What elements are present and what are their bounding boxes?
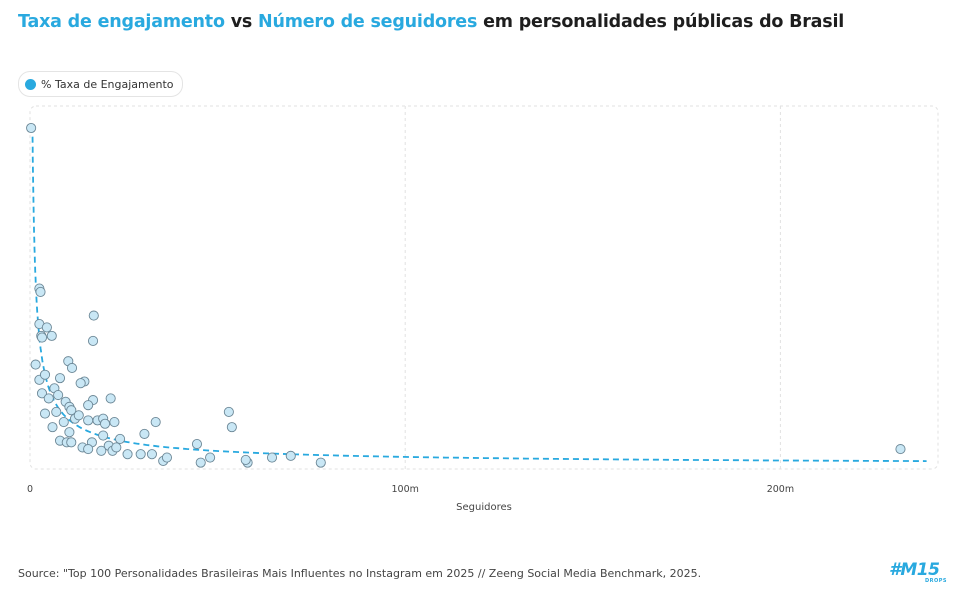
data-point[interactable] [54, 373, 66, 384]
data-point[interactable] [43, 393, 54, 404]
data-point[interactable] [223, 406, 234, 417]
data-point[interactable] [39, 408, 51, 419]
data-point[interactable] [285, 450, 296, 461]
title-engagement: Taxa de engajamento [18, 12, 225, 32]
data-point[interactable] [36, 388, 48, 399]
x-axis-label: Seguidores [456, 502, 512, 513]
data-point[interactable] [30, 359, 41, 370]
title-rest: em personalidades públicas do Brasil [477, 12, 845, 32]
data-point[interactable] [73, 410, 84, 421]
trendline [31, 127, 927, 462]
legend-label: % Taxa de Engajamento [41, 77, 174, 91]
data-point[interactable] [47, 422, 58, 433]
data-point[interactable] [139, 428, 150, 439]
data-point[interactable] [39, 369, 51, 380]
chart-grid [29, 105, 939, 470]
legend[interactable]: % Taxa de Engajamento [18, 71, 183, 97]
data-point[interactable] [96, 445, 107, 456]
data-point[interactable] [146, 449, 157, 460]
data-point[interactable] [240, 454, 251, 465]
x-axis-ticks: 0 100m 200m [27, 484, 794, 495]
brand-logo: #M15 DROPS [889, 561, 949, 587]
plot-border [29, 105, 939, 470]
data-point[interactable] [191, 438, 203, 450]
data-point[interactable] [75, 378, 86, 389]
data-point[interactable] [35, 286, 46, 297]
title-followers: Número de seguidores [258, 12, 478, 32]
data-point[interactable] [36, 332, 48, 343]
data-point[interactable] [66, 405, 77, 416]
points-group [26, 122, 906, 468]
chart-title: Taxa de engajamento vs Número de seguido… [18, 12, 844, 32]
source-note: Source: "Top 100 Personalidades Brasilei… [18, 567, 702, 580]
data-point[interactable] [83, 400, 94, 411]
data-point[interactable] [150, 417, 161, 428]
x-tick-label: 100m [392, 484, 419, 495]
data-point[interactable] [109, 417, 120, 428]
data-point[interactable] [315, 457, 326, 468]
data-point[interactable] [53, 389, 64, 401]
data-point[interactable] [266, 452, 278, 463]
data-point[interactable] [66, 362, 78, 374]
data-point[interactable] [135, 449, 146, 460]
data-point[interactable] [26, 122, 37, 134]
logo-text: #M15 [889, 560, 940, 580]
data-point[interactable] [98, 430, 109, 441]
legend-marker-icon [25, 78, 36, 90]
data-point[interactable] [105, 393, 116, 404]
logo-subtext: DROPS [924, 578, 947, 584]
data-point[interactable] [58, 417, 69, 428]
data-point[interactable] [41, 322, 52, 333]
x-tick-label: 200m [767, 484, 794, 495]
data-point[interactable] [99, 418, 111, 429]
data-point[interactable] [111, 442, 122, 453]
data-point[interactable] [205, 452, 216, 463]
data-point[interactable] [895, 444, 906, 455]
data-point[interactable] [114, 433, 126, 445]
data-point[interactable] [64, 427, 75, 438]
data-point[interactable] [51, 406, 62, 417]
data-point[interactable] [66, 437, 77, 448]
data-point[interactable] [83, 444, 94, 455]
data-point[interactable] [87, 335, 99, 346]
data-point[interactable] [88, 310, 99, 321]
trendline-group [31, 127, 927, 462]
data-point[interactable] [195, 457, 206, 468]
x-tick-label: 0 [27, 484, 33, 495]
title-vs: vs [224, 12, 259, 32]
data-point[interactable] [122, 449, 133, 460]
data-point[interactable] [161, 452, 173, 463]
data-point[interactable] [83, 415, 94, 426]
data-point[interactable] [46, 330, 57, 341]
data-point[interactable] [226, 422, 237, 433]
